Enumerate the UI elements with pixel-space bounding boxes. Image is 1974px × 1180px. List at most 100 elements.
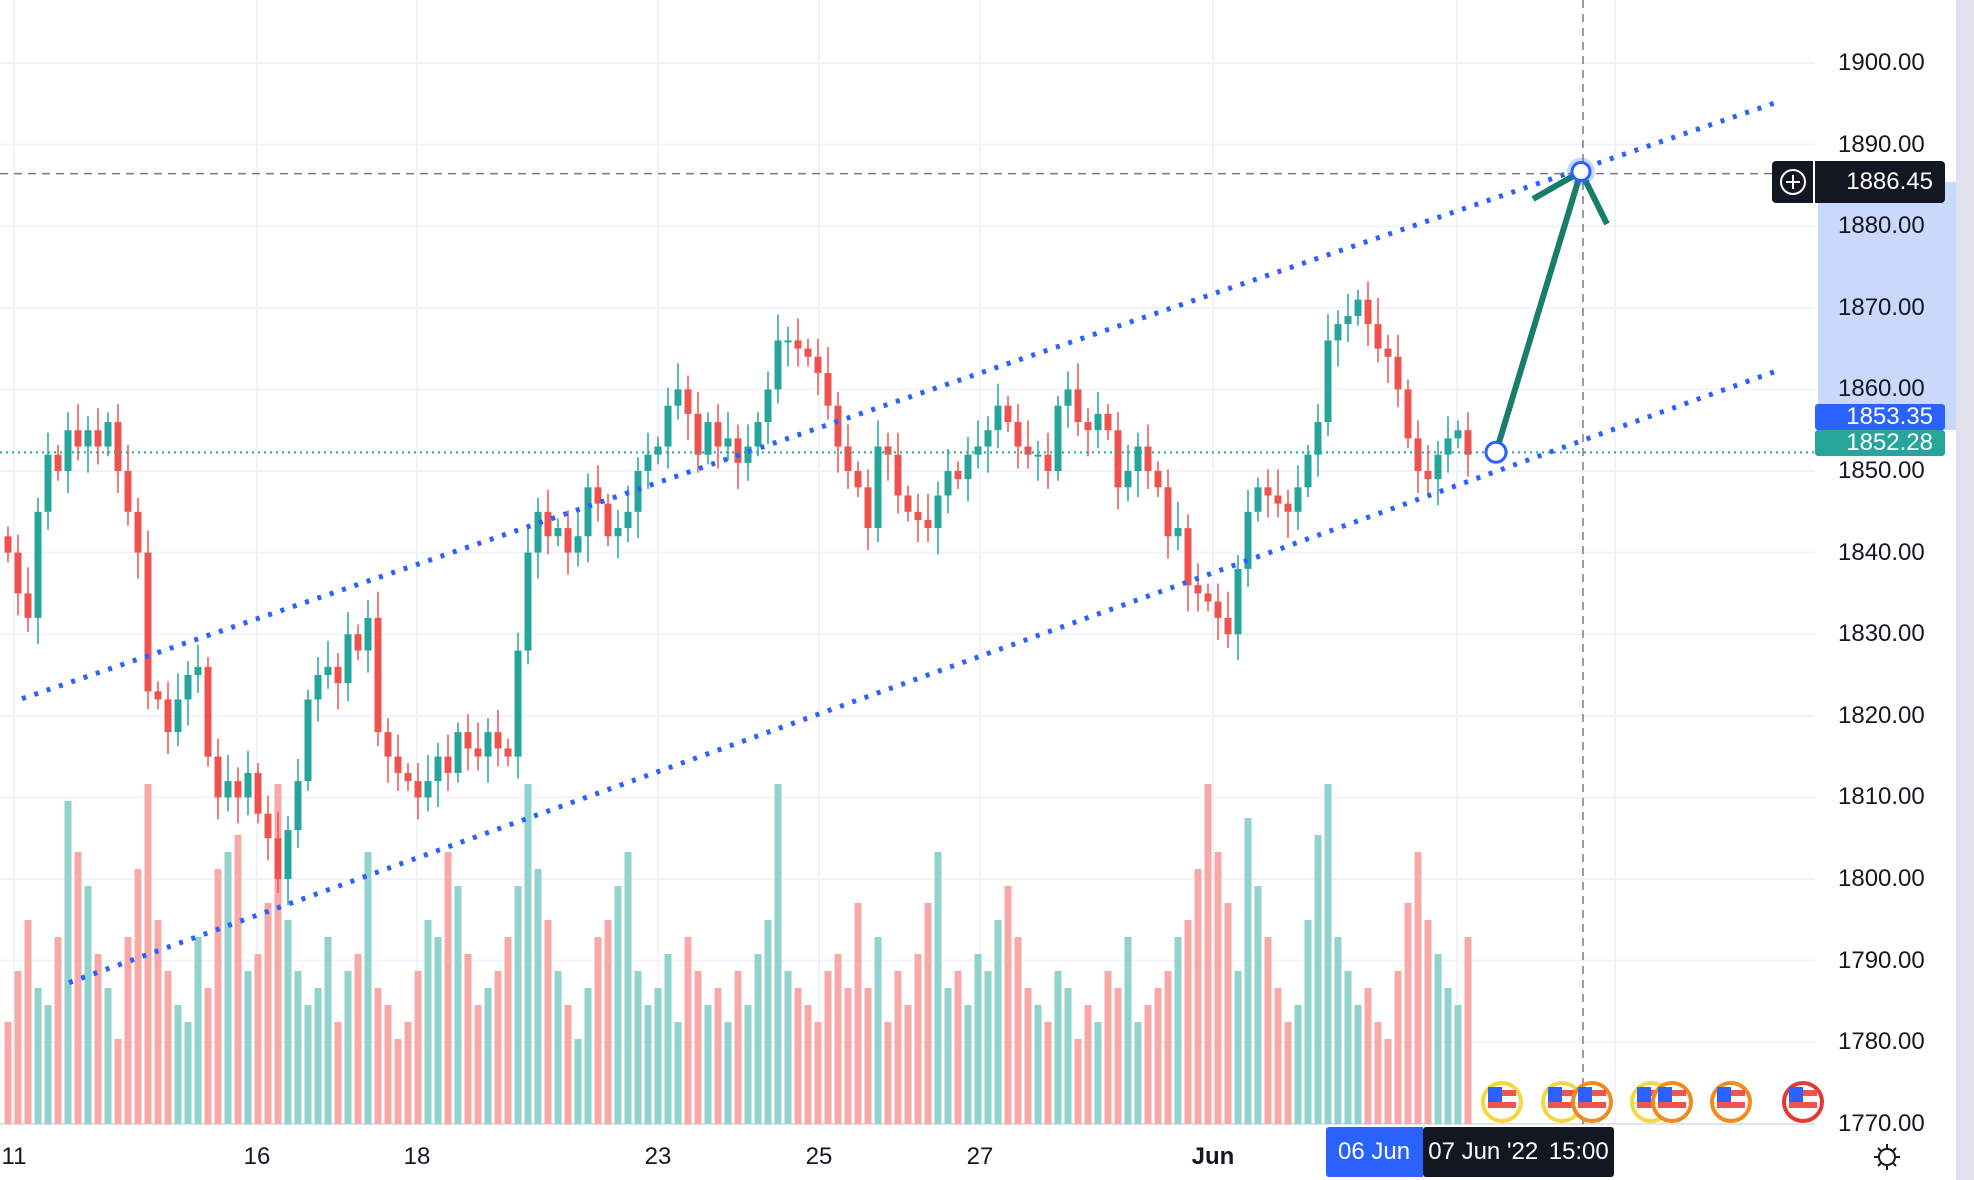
candle-body <box>4 536 12 553</box>
candle-body <box>1224 617 1232 635</box>
candle-body <box>534 511 542 553</box>
volume-bar <box>774 784 782 1124</box>
time-tick-label: 27 <box>966 1143 994 1170</box>
plus-circle-icon <box>1779 169 1806 195</box>
candle-body <box>414 781 422 798</box>
flag-stripe <box>1637 1102 1665 1108</box>
us-flag-icon[interactable] <box>1651 1081 1693 1123</box>
candle-body <box>174 699 182 733</box>
candle-body <box>1034 454 1042 457</box>
candle-body <box>754 422 762 447</box>
candle-body <box>84 430 92 447</box>
candle-body <box>1104 413 1112 431</box>
volume-bar <box>414 971 422 1124</box>
candle-body <box>644 454 652 471</box>
candle-body <box>244 772 252 798</box>
settings-icon[interactable] <box>1872 1142 1902 1172</box>
volume-bar <box>1184 920 1192 1124</box>
us-flag-icon[interactable] <box>1541 1081 1583 1123</box>
candle-body <box>954 471 962 480</box>
volume-bar <box>834 954 842 1124</box>
projection-arrow-shaft <box>1493 170 1584 454</box>
volume-bar <box>654 988 662 1124</box>
us-flag-icon[interactable] <box>1481 1081 1523 1123</box>
candle-body <box>684 389 692 414</box>
price-tick-label: 1870.00 <box>1838 293 1925 321</box>
volume-bar <box>1014 937 1022 1124</box>
volume-bar <box>14 971 22 1124</box>
volume-bar <box>964 1005 972 1124</box>
us-flag-icon[interactable] <box>1571 1081 1613 1123</box>
volume-bar <box>1054 971 1062 1124</box>
price-range-highlight <box>1818 182 1956 430</box>
time-range-highlight: 06 Jun <box>1326 1127 1423 1177</box>
volume-bar <box>254 954 262 1124</box>
volume-bar <box>474 1005 482 1124</box>
drawings[interactable] <box>0 0 1815 1124</box>
volume-bar <box>554 971 562 1124</box>
volume-bar <box>1134 1022 1142 1124</box>
candle-body <box>1064 389 1072 406</box>
candle-body <box>1324 340 1332 423</box>
economic-events[interactable] <box>1481 1081 1824 1123</box>
candle-body <box>744 446 752 463</box>
candle-body <box>494 732 502 749</box>
volume-bar <box>874 937 882 1124</box>
candle-body <box>814 356 822 374</box>
candle-body <box>764 389 772 423</box>
flag-stripe <box>1578 1102 1606 1108</box>
volume-bar <box>1424 920 1432 1124</box>
candle-body <box>624 511 632 529</box>
candle-body <box>214 756 222 798</box>
volume-bar <box>974 954 982 1124</box>
volume-bar <box>94 954 102 1124</box>
candle-body <box>134 511 142 553</box>
candle-body <box>654 446 662 455</box>
candle-body <box>774 340 782 390</box>
price-tick-label: 1840.00 <box>1838 538 1925 566</box>
candle-body <box>604 503 612 537</box>
flag-stripe <box>1658 1102 1686 1108</box>
flag-canton <box>1578 1087 1592 1102</box>
candle-body <box>1094 413 1102 431</box>
price-tick-label: 1780.00 <box>1838 1028 1925 1056</box>
candle-body <box>154 691 162 700</box>
volume-bar <box>1304 920 1312 1124</box>
candle-body <box>224 781 232 798</box>
price-tick-label: 1790.00 <box>1838 946 1925 974</box>
right-scrollbar[interactable] <box>1956 0 1974 1180</box>
volume-bar <box>1174 937 1182 1124</box>
crosshair-date: 07 Jun '22 <box>1428 1138 1539 1165</box>
candle-body <box>1284 503 1292 512</box>
price-tick-label: 1800.00 <box>1838 865 1925 892</box>
volume-bar <box>724 1022 732 1124</box>
candle-body <box>54 454 62 471</box>
add-alert-button[interactable] <box>1772 161 1813 203</box>
candle-body <box>714 422 722 447</box>
volume-bar <box>174 1005 182 1124</box>
volume-bar <box>1164 971 1172 1124</box>
volume-bar <box>634 971 642 1124</box>
candle-body <box>804 348 812 357</box>
candle-body <box>584 487 592 537</box>
volume-bar <box>194 937 202 1124</box>
volume-bar <box>454 886 462 1124</box>
volume-bar <box>784 971 792 1124</box>
volume-bar <box>1244 818 1252 1124</box>
volume-bar <box>424 920 432 1124</box>
volume-bar <box>1264 937 1272 1124</box>
volume-bar <box>464 954 472 1124</box>
volume-bar <box>1094 1022 1102 1124</box>
time-tick-label: 16 <box>243 1143 271 1170</box>
us-flag-icon[interactable] <box>1782 1081 1824 1123</box>
flag-stripe <box>1789 1102 1817 1108</box>
volume-bar <box>924 903 932 1124</box>
volume-bar <box>824 971 832 1124</box>
candle-body <box>784 340 792 343</box>
candle-body <box>94 430 102 447</box>
us-flag-icon[interactable] <box>1710 1081 1752 1123</box>
volume-bar <box>364 852 372 1124</box>
volume-bar <box>274 784 282 1124</box>
volume-bar <box>1144 1005 1152 1124</box>
